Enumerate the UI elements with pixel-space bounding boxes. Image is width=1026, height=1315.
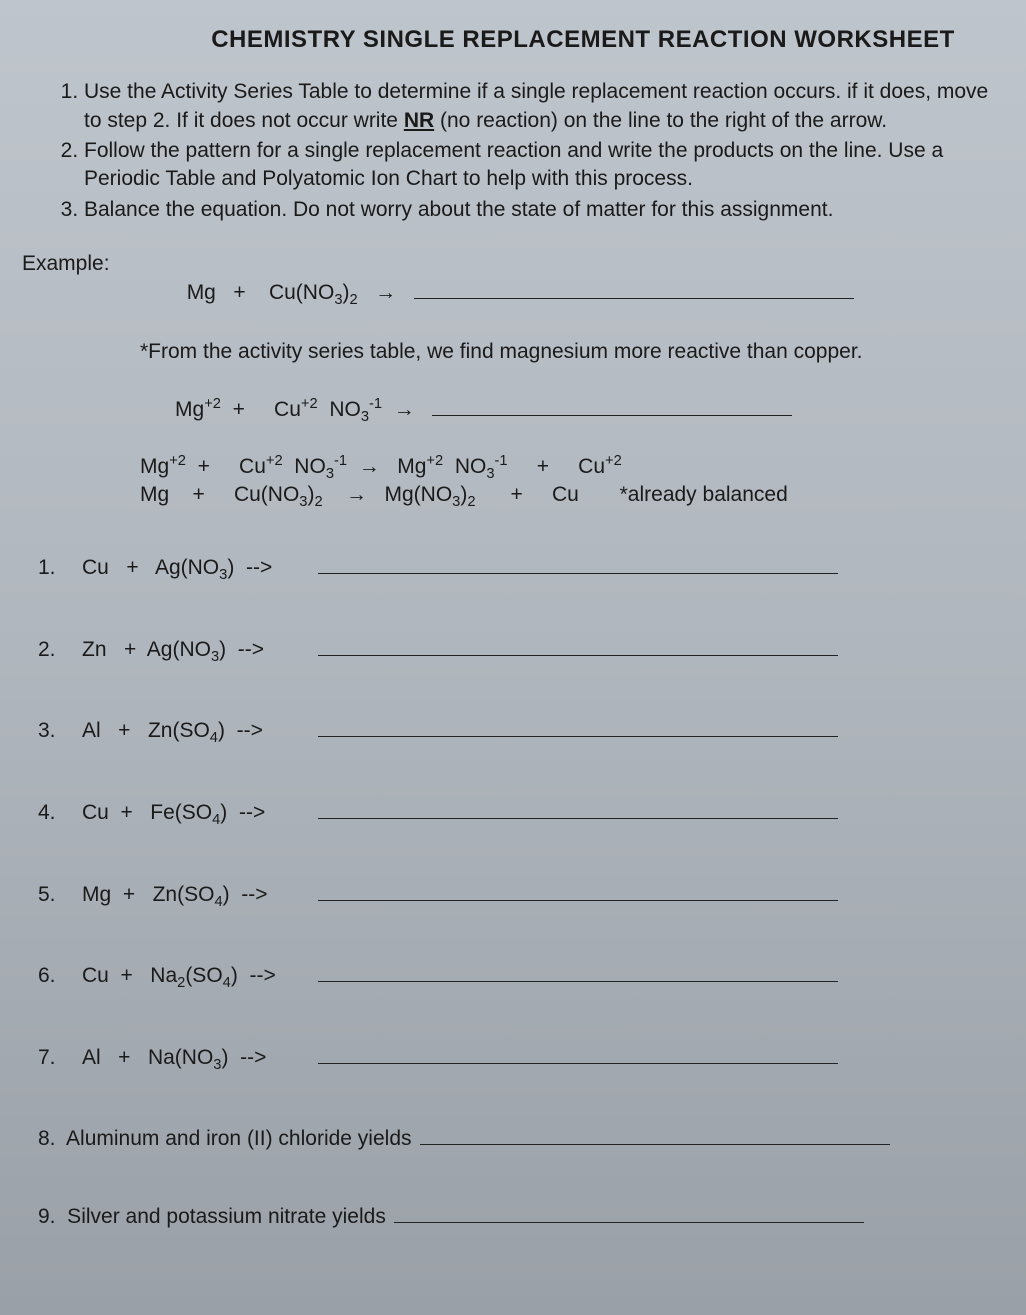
instruction-item: Use the Activity Series Table to determi…	[84, 78, 1004, 135]
example-label: Example:	[22, 250, 140, 278]
word-problem-row: 9. Silver and potassium nitrate yields	[38, 1197, 1004, 1231]
example-line3: Mg+2 + Cu+2 NO3-1 → Mg+2 NO3-1 + Cu+2	[140, 453, 1004, 481]
instruction-text-pre: Follow the pattern for a single replacem…	[84, 139, 943, 190]
answer-blank[interactable]	[318, 549, 838, 574]
problem-row: 6.Cu + Na2(SO4) -->	[38, 957, 1004, 991]
instruction-bold: NR	[404, 109, 434, 132]
problem-equation: Mg + Zn(SO4) -->	[82, 881, 312, 909]
answer-blank[interactable]	[318, 712, 838, 737]
example-line4: Mg + Cu(NO3)2 → Mg(NO3)2 + Cu *already b…	[140, 481, 1004, 509]
answer-blank[interactable]	[420, 1120, 890, 1145]
instruction-item: Balance the equation. Do not worry about…	[84, 196, 1004, 224]
problem-row: 4.Cu + Fe(SO4) -->	[38, 794, 1004, 828]
instruction-text-post: (no reaction) on the line to the right o…	[434, 109, 887, 132]
answer-blank[interactable]	[394, 1197, 864, 1222]
problem-number: 2.	[38, 636, 82, 664]
example-line1: Mg + Cu(NO3)2 →	[140, 250, 1004, 336]
problem-number: 7.	[38, 1044, 82, 1072]
problem-equation: Cu + Fe(SO4) -->	[82, 799, 312, 827]
example-block: Example: Mg + Cu(NO3)2 → *From the activ…	[22, 250, 1004, 509]
problem-row: 1.Cu + Ag(NO3) -->	[38, 549, 1004, 583]
worksheet-page: CHEMISTRY SINGLE REPLACEMENT REACTION WO…	[0, 0, 1026, 1315]
answer-blank[interactable]	[414, 278, 854, 299]
word-problem-row: 8. Aluminum and iron (II) chloride yield…	[38, 1120, 1004, 1154]
answer-blank[interactable]	[318, 631, 838, 656]
problem-number: 1.	[38, 554, 82, 582]
problem-row: 5.Mg + Zn(SO4) -->	[38, 875, 1004, 909]
word-problem-text: 9. Silver and potassium nitrate yields	[38, 1203, 386, 1231]
example-note: *From the activity series table, we find…	[140, 338, 1004, 366]
problem-equation: Cu + Ag(NO3) -->	[82, 554, 312, 582]
answer-blank[interactable]	[318, 1038, 838, 1063]
answer-blank[interactable]	[432, 395, 792, 416]
problem-equation: Al + Zn(SO4) -->	[82, 717, 312, 745]
answer-blank[interactable]	[318, 794, 838, 819]
word-problem-text: 8. Aluminum and iron (II) chloride yield…	[38, 1125, 412, 1153]
problem-equation: Zn + Ag(NO3) -->	[82, 636, 312, 664]
instructions-list: Use the Activity Series Table to determi…	[50, 78, 1004, 224]
problem-equation: Al + Na(NO3) -->	[82, 1044, 312, 1072]
instruction-item: Follow the pattern for a single replacem…	[84, 137, 1004, 194]
word-problems-list: 8. Aluminum and iron (II) chloride yield…	[22, 1120, 1004, 1231]
answer-blank[interactable]	[318, 957, 838, 982]
problem-number: 4.	[38, 799, 82, 827]
problem-row: 3.Al + Zn(SO4) -->	[38, 712, 1004, 746]
problem-row: 7.Al + Na(NO3) -->	[38, 1038, 1004, 1072]
chem-formula: Mg+2 + Cu+2 NO3-1 →	[175, 398, 432, 421]
page-title: CHEMISTRY SINGLE REPLACEMENT REACTION WO…	[162, 24, 1004, 56]
problem-number: 5.	[38, 881, 82, 909]
problem-row: 2.Zn + Ag(NO3) -->	[38, 631, 1004, 665]
problem-number: 3.	[38, 717, 82, 745]
problems-list: 1.Cu + Ag(NO3) -->2.Zn + Ag(NO3) -->3.Al…	[22, 549, 1004, 1072]
instruction-text-pre: Balance the equation. Do not worry about…	[84, 198, 833, 221]
example-line2: Mg+2 + Cu+2 NO3-1 →	[140, 366, 1004, 452]
problem-equation: Cu + Na2(SO4) -->	[82, 962, 312, 990]
answer-blank[interactable]	[318, 875, 838, 900]
chem-formula: Mg + Cu(NO3)2 →	[187, 281, 414, 304]
problem-number: 6.	[38, 962, 82, 990]
